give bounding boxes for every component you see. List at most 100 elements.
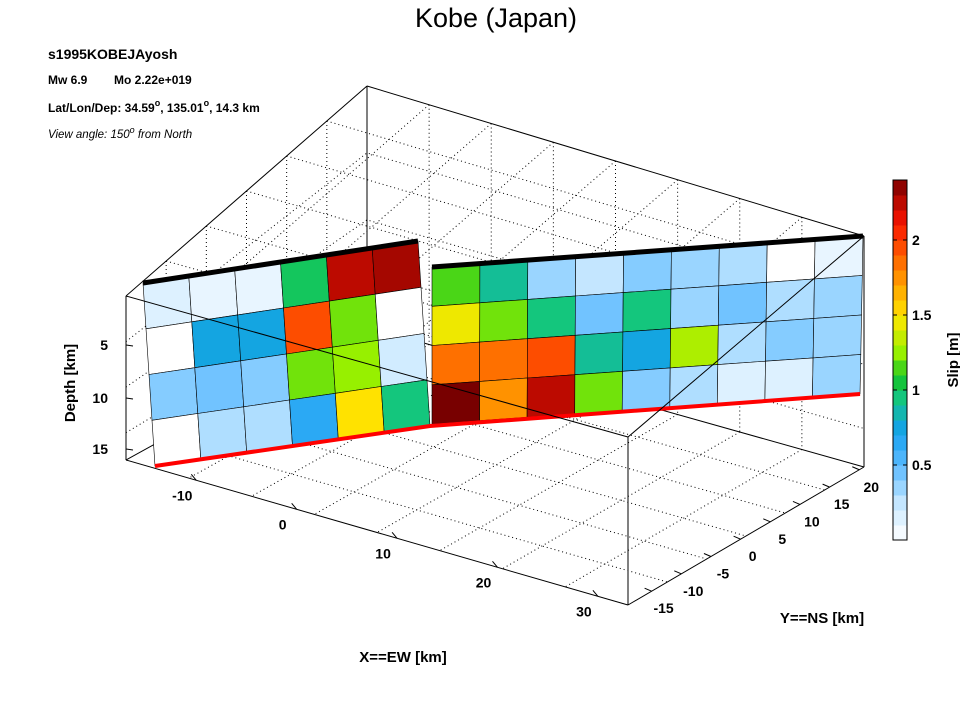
segment2-cell bbox=[670, 245, 720, 290]
box-edge bbox=[125, 459, 629, 606]
colorbar-label: Slip [m] bbox=[945, 332, 960, 387]
x-tick-mark bbox=[391, 531, 398, 539]
colorbar-swatch bbox=[893, 390, 907, 406]
y-tick-label: 10 bbox=[804, 513, 820, 529]
segment2-cell bbox=[575, 252, 624, 297]
z-tick-mark bbox=[125, 397, 134, 400]
y-tick-mark bbox=[733, 535, 741, 540]
x-tick-mark bbox=[190, 473, 197, 481]
location-label: Lat/Lon/Dep: 34.59o, 135.01o, 14.3 km bbox=[48, 98, 260, 115]
segment2-cell bbox=[669, 324, 719, 369]
fault-edges bbox=[142, 233, 864, 468]
colorbar-tick-label: 1 bbox=[912, 382, 920, 398]
x-tick-label: 0 bbox=[279, 516, 287, 532]
segment1-cell bbox=[148, 367, 199, 421]
segment1-cell bbox=[243, 399, 293, 454]
y-tick-mark bbox=[644, 587, 652, 592]
colorbar-swatch bbox=[893, 435, 907, 451]
y-tick-label: 20 bbox=[863, 479, 879, 495]
colorbar-swatch bbox=[893, 465, 907, 481]
segment1-cell bbox=[191, 314, 242, 369]
segment1-cell bbox=[194, 360, 245, 414]
y-tick-label: -15 bbox=[653, 600, 673, 616]
segment2-cell bbox=[718, 242, 768, 287]
segment2-cell bbox=[479, 259, 529, 304]
segment1-cell bbox=[331, 339, 382, 394]
fault-bottom-edge bbox=[154, 392, 861, 468]
segment2-cell bbox=[812, 314, 862, 359]
gridline bbox=[564, 449, 803, 588]
segment1-cell bbox=[145, 321, 196, 375]
segment2-cell bbox=[812, 354, 862, 398]
y-tick-label: 15 bbox=[834, 496, 850, 512]
z-tick-label: 15 bbox=[92, 441, 108, 457]
segment2-cell bbox=[431, 381, 480, 425]
axes-box-front bbox=[125, 235, 865, 606]
segment2-cell bbox=[479, 338, 528, 382]
segment1-cell bbox=[197, 406, 248, 460]
segment2-cell bbox=[621, 367, 671, 412]
segment2-cell bbox=[527, 295, 576, 340]
segment1-cell bbox=[374, 286, 425, 341]
colorbar-swatch bbox=[893, 495, 907, 511]
colorbar-swatch bbox=[893, 360, 907, 376]
segment2-cell bbox=[479, 299, 528, 343]
y-tick-mark bbox=[763, 518, 771, 523]
y-tick-mark bbox=[852, 466, 860, 471]
gridline bbox=[376, 396, 616, 533]
colorbar-swatch bbox=[893, 225, 907, 241]
colorbar-swatch bbox=[893, 255, 907, 271]
y-tick-label: 0 bbox=[749, 548, 757, 564]
segment2-cell bbox=[813, 275, 863, 319]
segment1-cell bbox=[283, 300, 333, 355]
y-tick-mark bbox=[674, 570, 682, 575]
colorbar-tick-label: 1.5 bbox=[912, 307, 932, 323]
view-angle-label: View angle: 150o from North bbox=[48, 125, 192, 141]
colorbar-swatch bbox=[893, 180, 907, 196]
box-edge bbox=[125, 295, 629, 438]
colorbar-swatch bbox=[893, 525, 907, 541]
segment2-cell bbox=[766, 239, 816, 283]
segment1-cell bbox=[151, 413, 202, 467]
y-axis-label: Y==NS [km] bbox=[780, 610, 864, 627]
segment1-cell bbox=[334, 386, 385, 440]
x-axis-label: X==EW [km] bbox=[359, 649, 447, 666]
colorbar-swatch bbox=[893, 270, 907, 286]
x-tick-mark bbox=[492, 560, 498, 568]
colorbar-swatch bbox=[893, 195, 907, 211]
z-tick-label: 5 bbox=[100, 337, 108, 353]
colorbar-swatch bbox=[893, 300, 907, 316]
segment2-cell bbox=[717, 281, 767, 326]
colorbar-swatch bbox=[893, 315, 907, 331]
segment2-cell bbox=[431, 263, 481, 307]
y-tick-mark bbox=[703, 553, 712, 557]
segment1-cell bbox=[240, 353, 290, 408]
colorbar-swatch bbox=[893, 285, 907, 301]
segment2-cell bbox=[527, 256, 577, 300]
colorbar-frame bbox=[892, 179, 908, 541]
z-tick-label: 10 bbox=[92, 390, 108, 406]
segment2-cell bbox=[574, 292, 624, 336]
segment2-cell bbox=[526, 334, 576, 379]
slip-cells bbox=[142, 235, 864, 467]
box-edge bbox=[627, 235, 865, 438]
colorbar-tick-label: 0.5 bbox=[912, 457, 932, 473]
segment2-cell bbox=[431, 341, 481, 386]
x-tick-label: 20 bbox=[476, 574, 492, 590]
x-tick-label: 30 bbox=[576, 603, 592, 619]
x-tick-label: 10 bbox=[375, 545, 391, 561]
segment2-cell bbox=[622, 288, 672, 333]
event-id: s1995KOBEJAyosh bbox=[48, 46, 177, 62]
colorbar-swatch bbox=[893, 480, 907, 496]
gridline bbox=[502, 431, 740, 570]
segment1-cell bbox=[286, 346, 336, 401]
colorbar-swatch bbox=[893, 345, 907, 361]
segment2-cell bbox=[622, 249, 672, 293]
gridline bbox=[439, 414, 678, 552]
gridline bbox=[313, 141, 554, 350]
magnitude-label: Mw 6.9 bbox=[48, 73, 88, 87]
segment2-cell bbox=[431, 302, 481, 346]
gridline bbox=[246, 393, 747, 537]
y-tick-label: 5 bbox=[778, 531, 786, 547]
